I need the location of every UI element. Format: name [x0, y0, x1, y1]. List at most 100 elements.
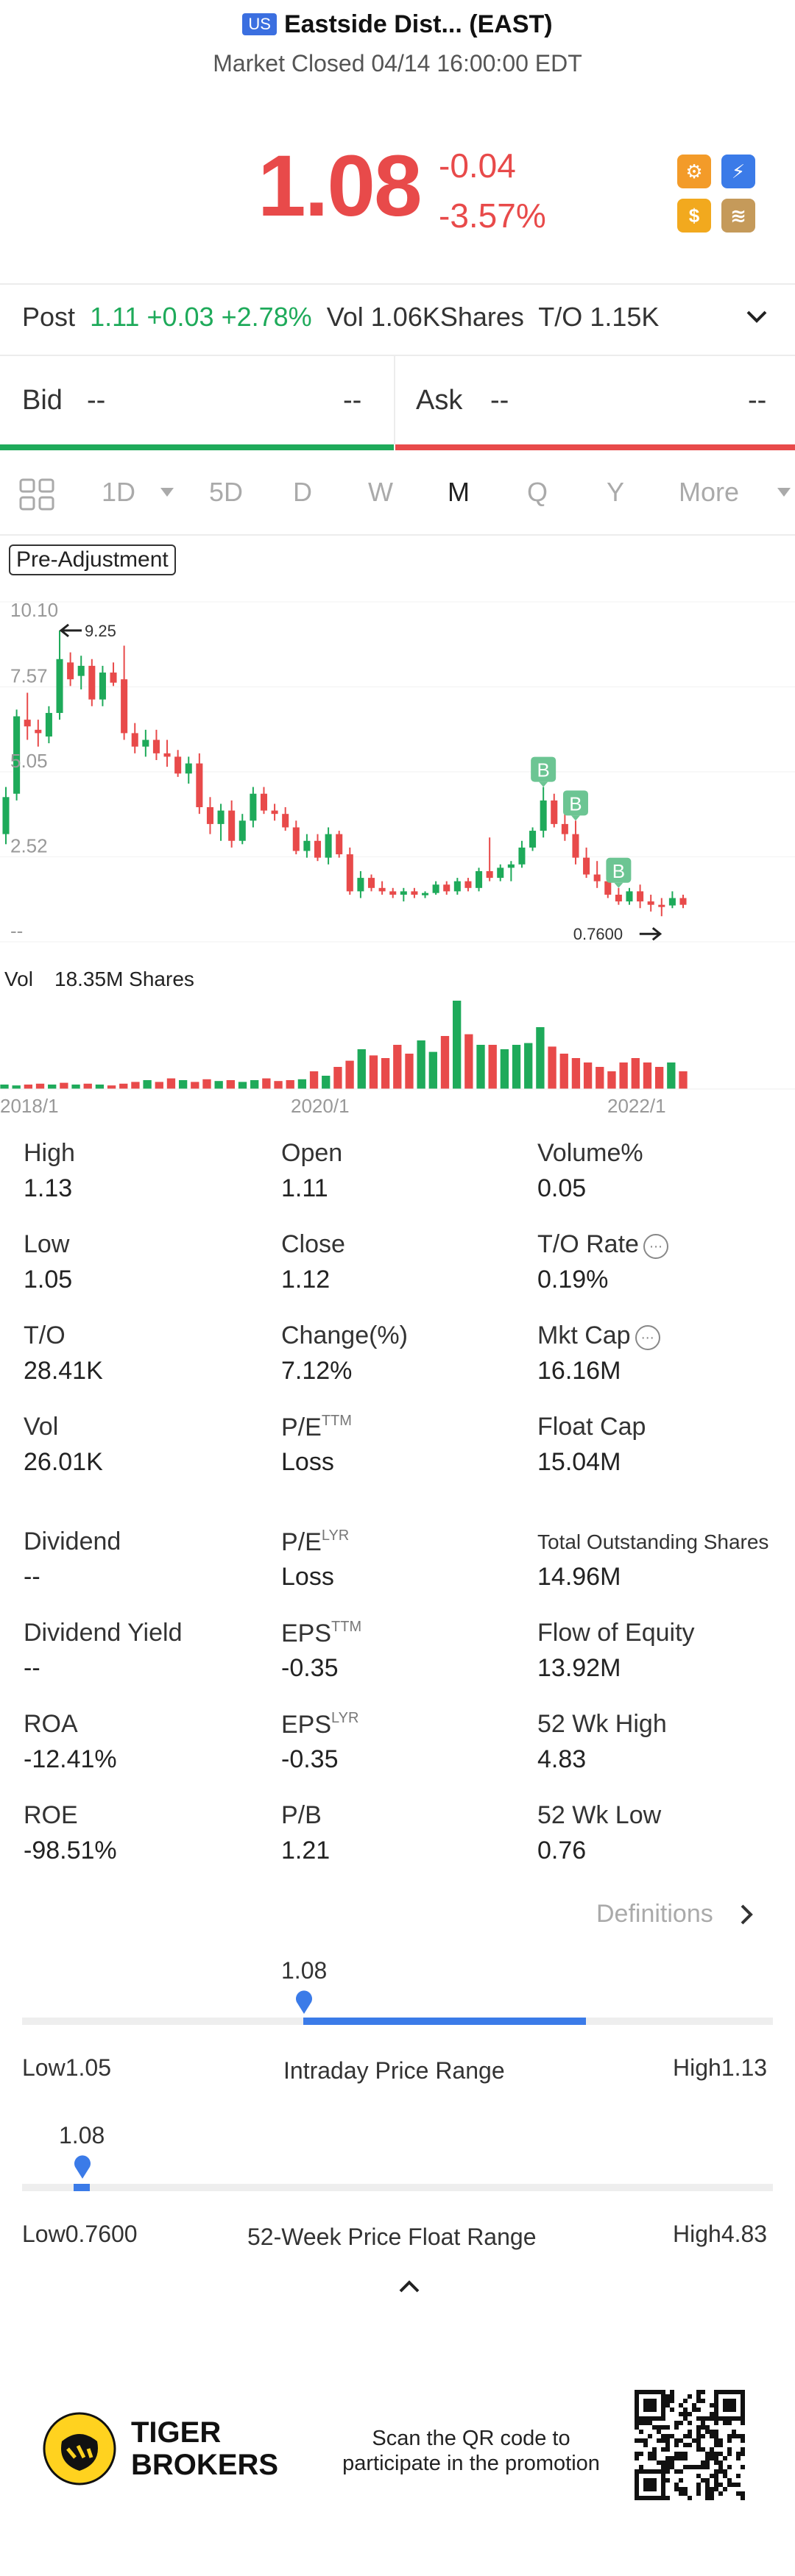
options-icon[interactable]: ⚙ [677, 155, 711, 188]
volume-bar [488, 1045, 497, 1089]
qr-module [688, 2421, 692, 2425]
volume-bar [512, 1045, 521, 1089]
qr-module [683, 2487, 688, 2491]
tab-y[interactable]: Y [607, 477, 625, 507]
qr-module [639, 2438, 643, 2443]
qr-module [723, 2474, 727, 2478]
layout-grid-icon[interactable] [19, 478, 54, 511]
qr-module [718, 2452, 723, 2456]
tab-w[interactable]: W [368, 477, 393, 507]
qr-module [648, 2434, 652, 2438]
chevron-up-icon[interactable] [398, 2278, 421, 2294]
qr-finder-core [723, 2399, 736, 2412]
header: US Eastside Dist... (EAST) Market Closed … [0, 0, 795, 88]
stat-label: Dividend Yield [24, 1619, 182, 1647]
stat-label-text: 52 Wk High [537, 1710, 667, 1738]
candle-body [615, 894, 622, 902]
stat-label-text: ROA [24, 1710, 78, 1738]
stat-label: 52 Wk Low [537, 1801, 661, 1830]
candle [540, 787, 547, 838]
candle-body [35, 729, 42, 734]
tab-m[interactable]: M [448, 477, 470, 507]
qr-module [674, 2452, 679, 2456]
stat-label: T/O Rate ⋯ [537, 1230, 668, 1259]
volume-bar [202, 1079, 211, 1089]
candle [593, 861, 601, 888]
candle-body [292, 827, 300, 851]
qr-module [741, 2465, 745, 2469]
pre-adjustment-toggle[interactable]: Pre-Adjustment [9, 544, 176, 575]
stat-label: EPSLYR [281, 1710, 358, 1739]
stat-label: 52 Wk High [537, 1710, 667, 1739]
candle-body [529, 831, 537, 848]
candle [572, 820, 579, 865]
x-tick-label: 2022/1 [607, 1095, 666, 1117]
info-icon[interactable]: ⋯ [643, 1234, 668, 1259]
candle-body [88, 665, 96, 700]
candle-body [518, 847, 526, 865]
definitions-link[interactable]: Definitions [596, 1900, 713, 1928]
candle [476, 867, 483, 892]
dollar-icon[interactable]: $ [677, 199, 711, 233]
tab-5d[interactable]: 5D [209, 477, 244, 507]
qr-finder-core [643, 2478, 657, 2491]
intraday-high: High1.13 [673, 2054, 768, 2081]
qr-module [674, 2483, 679, 2487]
chevron-down-icon[interactable] [745, 308, 768, 327]
week52-low: Low0.7600 [22, 2221, 138, 2247]
tab-d[interactable]: D [293, 477, 312, 507]
qr-module [727, 2483, 732, 2487]
candle [336, 831, 343, 858]
stat-label: Low [24, 1230, 69, 1259]
qr-module [741, 2496, 745, 2500]
qr-module [683, 2491, 688, 2496]
divider [0, 534, 795, 536]
candle-body [196, 763, 203, 808]
flash-icon[interactable]: ⚡ [721, 155, 755, 188]
qr-module [683, 2408, 688, 2412]
week52-fill [74, 2184, 90, 2191]
qr-code[interactable] [635, 2390, 745, 2500]
stat-label-text: Total Outstanding Shares [537, 1530, 769, 1553]
post-vol-value: 1.06KShares [370, 302, 524, 332]
candlestick-chart[interactable]: BBB 10.107.575.052.52-- 9.25 0.7600 Vol … [0, 581, 795, 1126]
qr-module [692, 2465, 696, 2469]
stat-label-text: Open [281, 1139, 343, 1167]
qr-module [665, 2478, 670, 2483]
volume-bar [12, 1085, 21, 1089]
stat-value: Loss [281, 1448, 334, 1476]
qr-module [635, 2421, 639, 2425]
stat-label: Vol [24, 1413, 58, 1441]
stat-label-text: Float Cap [537, 1413, 646, 1441]
post-market-row[interactable]: Post 1.11 +0.03 +2.78% Vol 1.06KShares T… [22, 302, 659, 333]
left-arrow-icon [59, 623, 82, 638]
qr-module [652, 2452, 657, 2456]
tab-q[interactable]: Q [527, 477, 548, 507]
caret-down-icon[interactable] [777, 488, 791, 497]
qr-module [732, 2483, 736, 2487]
qr-module [661, 2425, 665, 2430]
chevron-right-icon[interactable] [739, 1903, 755, 1926]
info-icon[interactable]: ⋯ [635, 1325, 660, 1350]
qr-module [692, 2438, 696, 2443]
stat-value: 4.83 [537, 1745, 587, 1773]
volume-bar [155, 1082, 163, 1089]
candle-body [239, 820, 246, 841]
volume-bar [428, 1051, 437, 1089]
candle [367, 874, 375, 892]
qr-module [674, 2469, 679, 2474]
tab-more[interactable]: More [679, 477, 740, 507]
buy-marker-label: B [537, 759, 549, 781]
layers-icon[interactable]: ≋ [721, 199, 755, 233]
qr-module [665, 2434, 670, 2438]
candle-body [217, 810, 225, 824]
qr-module [701, 2460, 705, 2465]
buy-marker-pointer [570, 815, 580, 821]
qr-module [696, 2399, 701, 2403]
candle-body [152, 739, 160, 753]
bid-size: -- [343, 385, 362, 416]
stat-value: 1.11 [281, 1174, 328, 1202]
qr-module [741, 2491, 745, 2496]
caret-down-icon[interactable] [160, 488, 174, 497]
tab-1d[interactable]: 1D [102, 477, 136, 507]
